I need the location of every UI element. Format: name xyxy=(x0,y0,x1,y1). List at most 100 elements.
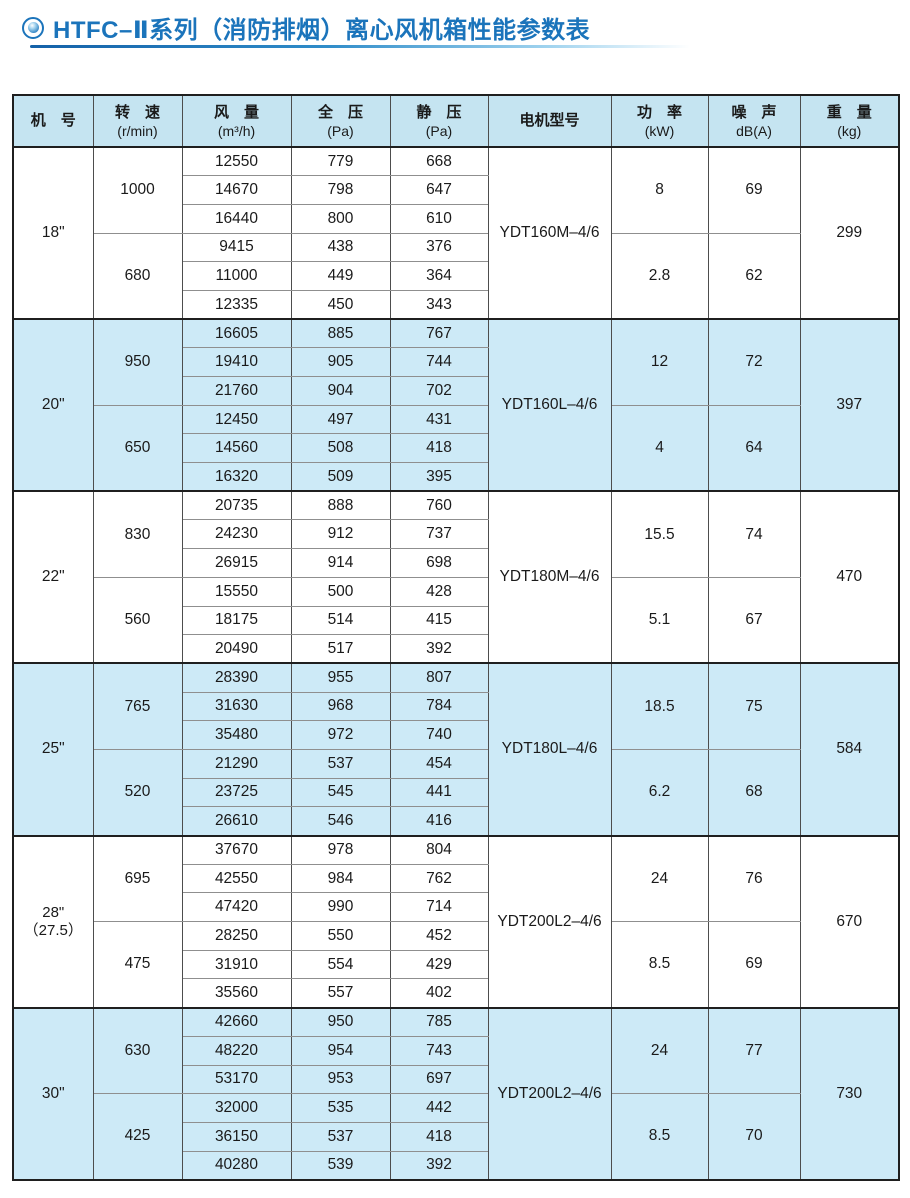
power-cell: 12 xyxy=(610,318,709,406)
total-pressure-cell: 537 xyxy=(290,748,391,779)
noise-cell: 74 xyxy=(707,490,801,578)
table-row: 53170 953 697 xyxy=(13,1064,899,1095)
flow-cell: 40280 xyxy=(181,1150,292,1181)
table-row: 47420 990 714 xyxy=(13,892,899,923)
power-cell: 6.2 xyxy=(610,748,709,837)
col-header-size: 机 号 xyxy=(12,94,94,148)
flow-cell: 26610 xyxy=(181,806,292,836)
power-cell: 8.5 xyxy=(610,921,709,1009)
table-row: 48220 954 743 xyxy=(13,1035,899,1066)
speed-cell: 520 xyxy=(92,748,183,837)
total-pressure-cell: 546 xyxy=(290,806,391,836)
flow-cell: 16320 xyxy=(181,462,292,492)
speed-cell: 830 xyxy=(92,490,183,578)
static-pressure-cell: 740 xyxy=(389,720,489,750)
table-row: 40280 539 392 xyxy=(13,1150,899,1181)
static-pressure-cell: 452 xyxy=(389,921,489,951)
total-pressure-cell: 537 xyxy=(290,1121,391,1152)
noise-cell: 62 xyxy=(707,232,801,320)
speed-cell: 630 xyxy=(92,1006,183,1095)
flow-cell: 20490 xyxy=(181,634,292,664)
flow-cell: 16440 xyxy=(181,203,292,234)
static-pressure-cell: 392 xyxy=(389,634,489,664)
motor-cell: YDT160M–4/6 xyxy=(487,145,612,320)
total-pressure-cell: 509 xyxy=(290,462,391,492)
table-row: 42550 984 762 xyxy=(13,863,899,894)
static-pressure-cell: 442 xyxy=(389,1093,489,1123)
table-row: 20490 517 392 xyxy=(13,634,899,664)
power-cell: 18.5 xyxy=(610,662,709,750)
speed-cell: 560 xyxy=(92,576,183,664)
flow-cell: 26915 xyxy=(181,548,292,578)
static-pressure-cell: 428 xyxy=(389,576,489,607)
noise-cell: 75 xyxy=(707,662,801,750)
total-pressure-cell: 450 xyxy=(290,289,391,320)
total-pressure-cell: 500 xyxy=(290,576,391,607)
table-row: 680 9415 438 376 2.8 62 xyxy=(13,232,899,320)
total-pressure-cell: 550 xyxy=(290,921,391,951)
flow-cell: 12550 xyxy=(181,146,292,177)
table-row: 26610 546 416 xyxy=(13,806,899,836)
table-row: 14560 508 418 xyxy=(13,433,899,464)
total-pressure-cell: 978 xyxy=(290,834,391,865)
static-pressure-cell: 714 xyxy=(389,892,489,923)
weight-cell: 299 xyxy=(799,145,900,320)
total-pressure-cell: 950 xyxy=(290,1006,391,1037)
power-cell: 24 xyxy=(610,834,709,923)
total-pressure-cell: 955 xyxy=(290,662,391,693)
flow-cell: 53170 xyxy=(181,1064,292,1095)
static-pressure-cell: 702 xyxy=(389,376,489,406)
title-underline xyxy=(30,45,690,48)
flow-cell: 37670 xyxy=(181,834,292,865)
total-pressure-cell: 885 xyxy=(290,318,391,349)
total-pressure-cell: 984 xyxy=(290,863,391,894)
table-row: 24230 912 737 xyxy=(13,519,899,550)
header-row: 机 号 转 速 (r/min) 风 量 (m³/h) 全 压 (Pa) 静 压 xyxy=(12,94,900,148)
speed-cell: 680 xyxy=(92,232,183,320)
flow-cell: 48220 xyxy=(181,1035,292,1066)
table-row: 16440 800 610 xyxy=(13,203,899,234)
static-pressure-cell: 697 xyxy=(389,1064,489,1095)
static-pressure-cell: 610 xyxy=(389,203,489,234)
total-pressure-cell: 554 xyxy=(290,949,391,980)
flow-cell: 16605 xyxy=(181,318,292,349)
total-pressure-cell: 888 xyxy=(290,490,391,521)
power-cell: 2.8 xyxy=(610,232,709,320)
noise-cell: 68 xyxy=(707,748,801,837)
motor-cell: YDT200L2–4/6 xyxy=(487,834,612,1009)
flow-cell: 23725 xyxy=(181,777,292,808)
total-pressure-cell: 954 xyxy=(290,1035,391,1066)
static-pressure-cell: 647 xyxy=(389,175,489,205)
noise-cell: 69 xyxy=(707,145,801,234)
table-row: 650 12450 497 431 4 64 xyxy=(13,404,899,492)
noise-cell: 77 xyxy=(707,1006,801,1095)
speed-cell: 950 xyxy=(92,318,183,406)
noise-cell: 64 xyxy=(707,404,801,492)
size-cell: 30" xyxy=(12,1006,94,1181)
total-pressure-cell: 557 xyxy=(290,978,391,1009)
noise-cell: 70 xyxy=(707,1093,801,1181)
total-pressure-cell: 905 xyxy=(290,347,391,377)
speed-cell: 650 xyxy=(92,404,183,492)
static-pressure-cell: 784 xyxy=(389,691,489,722)
col-header-flow: 风 量 (m³/h) xyxy=(181,94,292,148)
col-header-motor: 电机型号 xyxy=(487,94,612,148)
total-pressure-cell: 508 xyxy=(290,433,391,464)
motor-cell: YDT200L2–4/6 xyxy=(487,1006,612,1181)
flow-cell: 42550 xyxy=(181,863,292,894)
total-pressure-cell: 968 xyxy=(290,691,391,722)
total-pressure-cell: 953 xyxy=(290,1064,391,1095)
flow-cell: 21290 xyxy=(181,748,292,779)
total-pressure-cell: 914 xyxy=(290,548,391,578)
page-title: HTFC–Ⅱ系列（消防排烟）离心风机箱性能参数表 xyxy=(53,17,591,44)
size-cell: 20" xyxy=(12,318,94,492)
flow-cell: 31910 xyxy=(181,949,292,980)
motor-cell: YDT160L–4/6 xyxy=(487,318,612,492)
table-row: 19410 905 744 xyxy=(13,347,899,377)
flow-cell: 32000 xyxy=(181,1093,292,1123)
static-pressure-cell: 402 xyxy=(389,978,489,1009)
static-pressure-cell: 429 xyxy=(389,949,489,980)
power-cell: 4 xyxy=(610,404,709,492)
total-pressure-cell: 517 xyxy=(290,634,391,664)
